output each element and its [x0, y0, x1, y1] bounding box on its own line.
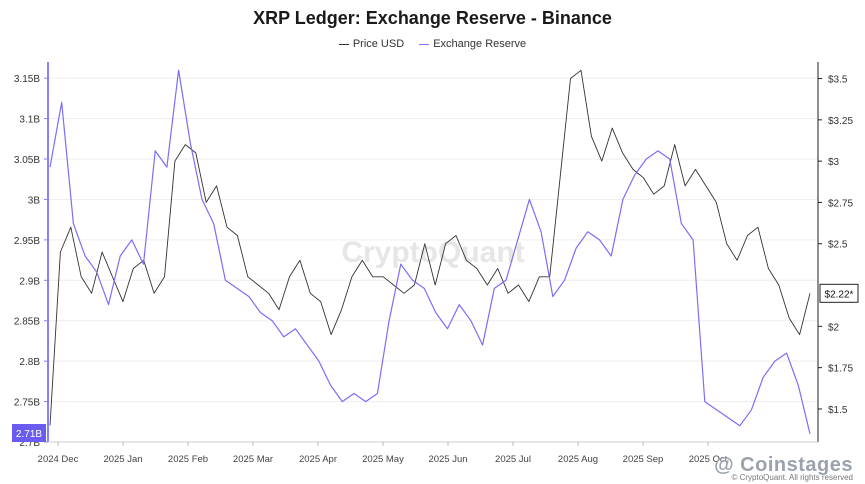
- x-tick-label: 2025 Jan: [103, 454, 142, 465]
- left-tick-label: 3B: [28, 195, 41, 206]
- legend-item-price[interactable]: Price USD: [338, 38, 405, 50]
- left-tick-label: 2.8B: [19, 357, 40, 368]
- left-tick-label: 3.1B: [19, 115, 40, 126]
- copyright: © CryptoQuant. All rights reserved: [731, 473, 854, 482]
- price-current-label: $2.22*: [825, 289, 854, 300]
- left-tick-label: 2.95B: [14, 236, 40, 247]
- legend-swatch-reserve: [419, 43, 430, 45]
- legend-label-reserve: Exchange Reserve: [433, 38, 527, 50]
- watermark: CryptoQuant: [341, 236, 524, 269]
- left-tick-label: 2.85B: [14, 317, 40, 328]
- left-tick-label: 2.7B: [19, 438, 40, 449]
- right-tick-label: $2.5: [828, 240, 848, 251]
- reserve-current-label: 2.71B: [16, 429, 42, 440]
- x-tick-label: 2025 Apr: [299, 454, 337, 465]
- footer: @ Coinstages © CryptoQuant. All rights r…: [714, 454, 853, 482]
- x-tick-label: 2025 Jun: [428, 454, 467, 465]
- right-tick-label: $1.75: [828, 364, 853, 375]
- price-series-line: [49, 69, 811, 426]
- left-tick-label: 3.05B: [14, 155, 40, 166]
- left-tick-label: 3.15B: [14, 74, 40, 85]
- x-tick-label: 2024 Dec: [38, 454, 79, 465]
- right-tick-label: $2.75: [828, 198, 853, 209]
- right-tick-label: $3.25: [828, 116, 853, 127]
- chart-title: XRP Ledger: Exchange Reserve - Binance: [253, 8, 612, 28]
- legend-swatch-price: [338, 43, 349, 45]
- left-tick-label: 2.75B: [14, 398, 40, 409]
- right-tick-label: $2: [828, 322, 840, 333]
- legend-label-price: Price USD: [352, 38, 405, 50]
- x-tick-label: 2025 Jul: [495, 454, 531, 465]
- right-tick-label: $3.5: [828, 75, 848, 86]
- reserve-series-line: [49, 69, 811, 435]
- right-tick-label: $3: [828, 157, 840, 168]
- legend: Price USD Exchange Reserve: [0, 38, 865, 50]
- x-tick-label: 2025 May: [362, 454, 404, 465]
- reserve-current-flag: [12, 424, 46, 442]
- legend-item-reserve[interactable]: Exchange Reserve: [419, 38, 526, 50]
- left-tick-label: 2.9B: [19, 276, 40, 287]
- x-tick-label: 2025 Feb: [168, 454, 208, 465]
- x-tick-label: 2025 Oct: [689, 454, 728, 465]
- x-tick-label: 2025 Mar: [233, 454, 273, 465]
- brand-watermark: @ Coinstages: [714, 454, 853, 476]
- price-current-flag: [819, 283, 859, 303]
- x-tick-label: 2025 Sep: [623, 454, 664, 465]
- x-tick-label: 2025 Aug: [558, 454, 598, 465]
- right-tick-label: $1.5: [828, 405, 848, 416]
